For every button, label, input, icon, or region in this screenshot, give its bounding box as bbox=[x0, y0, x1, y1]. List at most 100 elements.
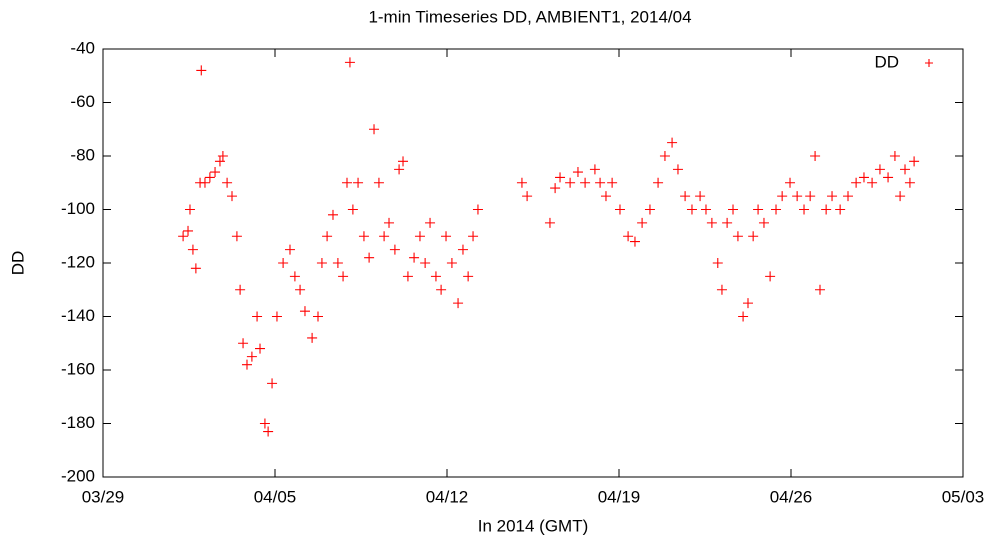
data-point bbox=[550, 183, 561, 194]
data-point bbox=[904, 177, 915, 188]
data-point bbox=[851, 177, 862, 188]
data-point bbox=[843, 191, 854, 202]
data-point bbox=[799, 204, 810, 215]
y-tick-label: -140 bbox=[61, 306, 95, 325]
y-tick-label: -80 bbox=[70, 145, 95, 164]
data-point bbox=[814, 284, 825, 295]
data-point bbox=[364, 252, 375, 263]
data-point bbox=[792, 191, 803, 202]
data-point bbox=[379, 231, 390, 242]
data-point bbox=[895, 191, 906, 202]
x-axis-label: In 2014 (GMT) bbox=[478, 516, 589, 535]
data-point bbox=[785, 177, 796, 188]
x-tick-label: 05/03 bbox=[942, 487, 985, 506]
chart-title: 1-min Timeseries DD, AMBIENT1, 2014/04 bbox=[368, 7, 691, 26]
data-point bbox=[468, 231, 479, 242]
data-point bbox=[231, 231, 242, 242]
data-point bbox=[544, 217, 555, 228]
legend-label: DD bbox=[874, 52, 899, 71]
data-point bbox=[883, 172, 894, 183]
data-point bbox=[522, 191, 533, 202]
data-point bbox=[353, 177, 364, 188]
data-point bbox=[765, 271, 776, 282]
data-point bbox=[716, 284, 727, 295]
data-point bbox=[595, 177, 606, 188]
data-point bbox=[210, 167, 221, 178]
data-point bbox=[589, 164, 600, 175]
data-point bbox=[332, 258, 343, 268]
x-tick-label: 04/19 bbox=[598, 487, 641, 506]
data-point bbox=[805, 191, 816, 202]
data-point bbox=[810, 151, 821, 161]
data-point bbox=[271, 311, 282, 322]
y-tick-label: -60 bbox=[70, 92, 95, 111]
data-point bbox=[241, 359, 252, 370]
data-point bbox=[338, 271, 349, 282]
y-tick-label: -40 bbox=[70, 38, 95, 57]
data-point bbox=[187, 244, 198, 255]
x-tick-label: 03/29 bbox=[82, 487, 125, 506]
data-point bbox=[255, 343, 266, 354]
data-point bbox=[299, 306, 310, 317]
x-tick-label: 04/12 bbox=[426, 487, 469, 506]
data-point bbox=[441, 231, 452, 242]
data-point bbox=[402, 271, 413, 282]
data-point bbox=[457, 244, 468, 255]
data-point bbox=[267, 378, 278, 389]
data-point bbox=[600, 191, 611, 202]
data-point bbox=[653, 177, 664, 188]
data-point bbox=[238, 338, 249, 349]
data-point bbox=[222, 177, 233, 188]
data-point bbox=[580, 177, 591, 188]
data-point bbox=[369, 124, 380, 135]
data-point bbox=[712, 258, 723, 268]
data-point bbox=[516, 177, 527, 188]
data-point bbox=[758, 217, 769, 228]
data-point bbox=[700, 204, 711, 215]
plot-frame bbox=[102, 48, 964, 478]
data-point bbox=[284, 244, 295, 255]
y-axis-label: DD bbox=[8, 251, 27, 276]
data-point bbox=[659, 151, 670, 161]
data-point bbox=[425, 217, 436, 228]
data-point bbox=[389, 244, 400, 255]
y-tick-label: -100 bbox=[61, 199, 95, 218]
y-tick-label: -200 bbox=[61, 466, 95, 485]
data-point bbox=[246, 351, 257, 362]
data-point bbox=[289, 271, 300, 282]
data-point bbox=[732, 231, 743, 242]
data-point bbox=[900, 164, 911, 175]
data-point bbox=[409, 252, 420, 263]
data-point bbox=[637, 217, 648, 228]
data-point bbox=[347, 204, 358, 215]
data-point bbox=[430, 271, 441, 282]
data-point bbox=[835, 204, 846, 215]
data-point bbox=[874, 164, 885, 175]
data-point bbox=[629, 236, 640, 247]
data-point bbox=[307, 332, 318, 343]
data-point bbox=[867, 177, 878, 188]
data-point bbox=[327, 209, 338, 220]
data-point bbox=[738, 311, 749, 322]
data-point bbox=[667, 137, 678, 148]
data-point bbox=[827, 191, 838, 202]
data-point bbox=[214, 156, 225, 167]
data-point bbox=[644, 204, 655, 215]
data-point bbox=[771, 204, 782, 215]
data-point bbox=[686, 204, 697, 215]
data-point bbox=[384, 217, 395, 228]
data-point bbox=[728, 204, 739, 215]
data-point bbox=[252, 311, 263, 322]
data-point bbox=[623, 231, 634, 242]
data-point bbox=[695, 191, 706, 202]
data-point bbox=[414, 231, 425, 242]
data-point bbox=[204, 172, 215, 183]
data-point bbox=[394, 164, 405, 175]
data-point bbox=[316, 258, 327, 268]
y-tick-label: -160 bbox=[61, 359, 95, 378]
data-point bbox=[373, 177, 384, 188]
data-point bbox=[420, 258, 431, 268]
data-point bbox=[753, 204, 764, 215]
y-tick-label: -180 bbox=[61, 413, 95, 432]
